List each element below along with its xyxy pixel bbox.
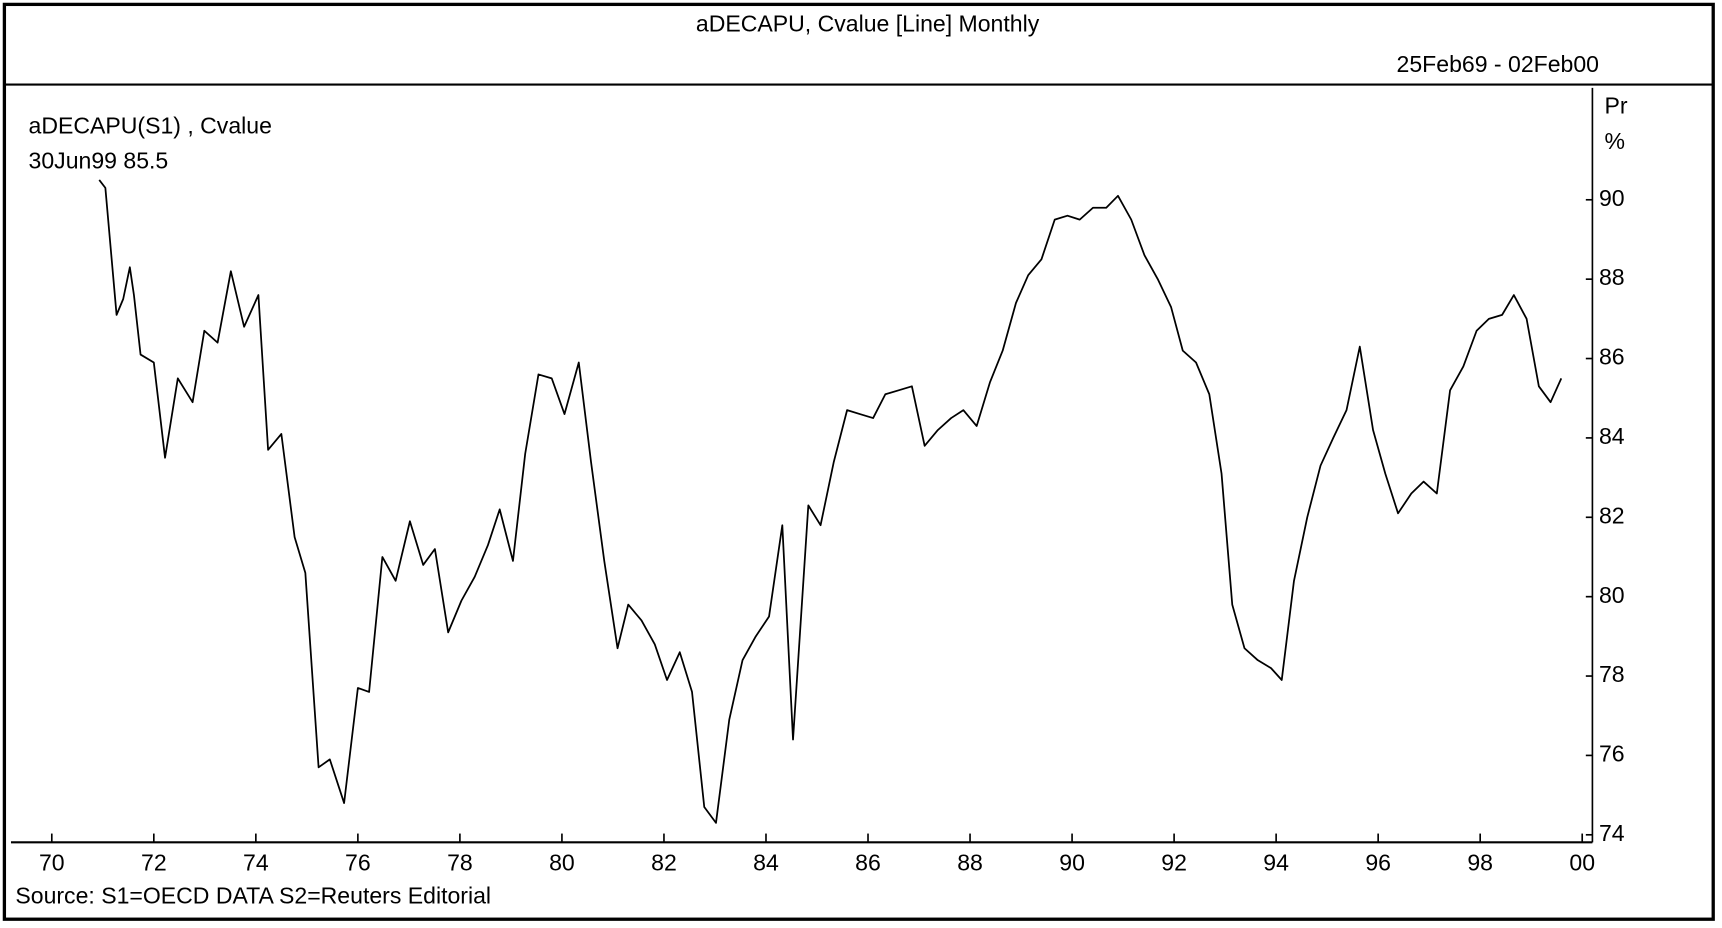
x-tick-label: 94 xyxy=(1263,849,1289,875)
y-tick-label: 82 xyxy=(1599,502,1625,528)
x-tick-label: 96 xyxy=(1365,849,1391,875)
y-tick-label: 76 xyxy=(1599,741,1625,767)
y-tick-label: 86 xyxy=(1599,344,1625,370)
annotation: 30Jun99 85.5 xyxy=(29,148,169,174)
date-range: 25Feb69 - 02Feb00 xyxy=(1397,51,1599,77)
x-tick-label: 74 xyxy=(243,849,269,875)
x-tick-label: 88 xyxy=(957,849,983,875)
y-axis-label: Pr xyxy=(1604,93,1627,119)
x-tick-label: 84 xyxy=(753,849,779,875)
y-tick-label: 90 xyxy=(1599,185,1625,211)
data-line xyxy=(98,179,1563,824)
y-tick-label: 88 xyxy=(1599,264,1625,290)
legend-entry: aDECAPU(S1) , Cvalue xyxy=(29,112,272,138)
x-tick-label: 98 xyxy=(1467,849,1493,875)
x-tick-label: 82 xyxy=(651,849,677,875)
source-note: Source: S1=OECD DATA S2=Reuters Editoria… xyxy=(15,882,491,908)
x-tick-label: 90 xyxy=(1059,849,1085,875)
x-tick-label: 70 xyxy=(39,849,65,875)
y-tick-label: 74 xyxy=(1599,820,1625,846)
chart-title: aDECAPU, Cvalue [Line] Monthly xyxy=(696,10,1040,36)
y-axis-label: % xyxy=(1604,128,1624,154)
x-tick-label: 80 xyxy=(549,849,575,875)
y-tick-label: 78 xyxy=(1599,661,1625,687)
y-tick-label: 80 xyxy=(1599,582,1625,608)
y-tick-label: 84 xyxy=(1599,423,1625,449)
x-tick-label: 00 xyxy=(1569,849,1595,875)
x-tick-label: 72 xyxy=(141,849,167,875)
x-tick-label: 86 xyxy=(855,849,881,875)
x-tick-label: 78 xyxy=(447,849,473,875)
x-tick-label: 92 xyxy=(1161,849,1187,875)
x-tick-label: 76 xyxy=(345,849,371,875)
